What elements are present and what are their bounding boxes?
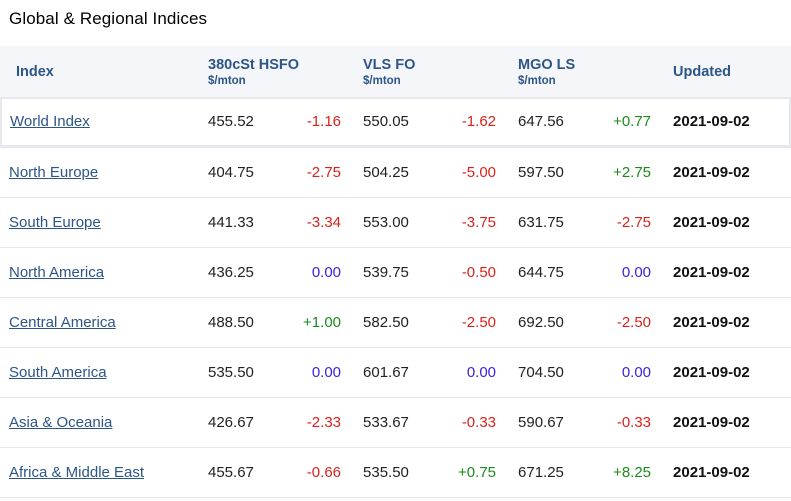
hsfo-change: -2.33 — [306, 413, 342, 431]
index-name-cell: Central America — [0, 297, 208, 347]
table-row: Asia & Oceania 426.67 -2.33 533.67 -0.33 590.… — [0, 397, 791, 447]
table-row: North America 436.25 0.00 539.75 -0.50 644.75… — [0, 247, 791, 297]
updated-date: 2021-09-02 — [673, 313, 750, 331]
index-link[interactable]: World Index — [10, 113, 90, 131]
vlsfo-price: 553.00 — [363, 213, 409, 231]
hsfo-change: -1.16 — [306, 113, 342, 131]
hsfo-price: 488.50 — [208, 313, 254, 331]
table-row: World Index 455.52 -1.16 550.05 -1.62 647.56 +… — [0, 97, 791, 147]
updated-date: 2021-09-02 — [673, 263, 750, 281]
vlsfo-price: 504.25 — [363, 163, 409, 181]
vlsfo-price: 539.75 — [363, 263, 409, 281]
vlsfo-change: +0.75 — [458, 463, 497, 481]
hsfo-change: +1.00 — [303, 313, 342, 331]
table-row: South America 535.50 0.00 601.67 0.00 704.50 0… — [0, 347, 791, 397]
index-name-cell: South Europe — [0, 197, 208, 247]
index-name-cell: North America — [0, 247, 208, 297]
index-link[interactable]: Asia & Oceania — [9, 413, 113, 431]
hsfo-change: -3.34 — [306, 213, 342, 231]
index-link[interactable]: North Europe — [9, 163, 99, 181]
mgo-change: +0.77 — [613, 113, 652, 131]
hsfo-change: -0.66 — [306, 463, 342, 481]
hsfo-change: 0.00 — [311, 263, 342, 281]
mgo-price: 590.67 — [518, 413, 564, 431]
mgo-price: 692.50 — [518, 313, 564, 331]
updated-date: 2021-09-02 — [673, 363, 750, 381]
page-title: Global & Regional Indices — [9, 9, 208, 28]
vlsfo-price: 582.50 — [363, 313, 409, 331]
mgo-change: 0.00 — [621, 363, 652, 381]
mgo-change: 0.00 — [621, 263, 652, 281]
index-name-cell: Africa & Middle East — [0, 447, 208, 497]
hsfo-price: 441.33 — [208, 213, 254, 231]
indices-table: Index 380cSt HSFO $/mton VLS FO $/mton M… — [0, 46, 791, 498]
index-link[interactable]: Central America — [9, 313, 116, 331]
col-header-index: Index — [16, 63, 54, 80]
mgo-price: 597.50 — [518, 163, 564, 181]
mgo-change: -2.75 — [616, 213, 652, 231]
updated-date: 2021-09-02 — [673, 413, 750, 431]
mgo-price: 644.75 — [518, 263, 564, 281]
hsfo-price: 455.67 — [208, 463, 254, 481]
hsfo-change: -2.75 — [306, 163, 342, 181]
hsfo-price: 436.25 — [208, 263, 254, 281]
hsfo-change: 0.00 — [311, 363, 342, 381]
table-row: North Europe 404.75 -2.75 504.25 -5.00 597.50… — [0, 147, 791, 197]
index-link[interactable]: Africa & Middle East — [9, 463, 145, 481]
updated-date: 2021-09-02 — [673, 163, 750, 181]
hsfo-price: 535.50 — [208, 363, 254, 381]
col-header-updated: Updated — [673, 63, 732, 80]
vlsfo-price: 535.50 — [363, 463, 409, 481]
mgo-price: 631.75 — [518, 213, 564, 231]
mgo-price: 671.25 — [518, 463, 564, 481]
vlsfo-change: -3.75 — [461, 213, 497, 231]
table-row: Central America 488.50 +1.00 582.50 -2.50 692… — [0, 297, 791, 347]
vlsfo-change: 0.00 — [466, 363, 497, 381]
table-row: South Europe 441.33 -3.34 553.00 -3.75 631.75… — [0, 197, 791, 247]
vlsfo-change: -2.50 — [461, 313, 497, 331]
vlsfo-change: -0.33 — [461, 413, 497, 431]
updated-date: 2021-09-02 — [673, 113, 750, 131]
index-link[interactable]: North America — [9, 263, 105, 281]
mgo-price: 647.56 — [518, 113, 564, 131]
updated-date: 2021-09-02 — [673, 463, 750, 481]
updated-date: 2021-09-02 — [673, 213, 750, 231]
vlsfo-change: -0.50 — [461, 263, 497, 281]
mgo-change: +2.75 — [613, 163, 652, 181]
index-name-cell: South America — [0, 347, 208, 397]
hsfo-price: 404.75 — [208, 163, 254, 181]
col-header-mgo: MGO LS $/mton — [518, 56, 576, 87]
mgo-price: 704.50 — [518, 363, 564, 381]
hsfo-price: 426.67 — [208, 413, 254, 431]
table-row: Africa & Middle East 455.67 -0.66 535.50 +0.… — [0, 447, 791, 497]
table-header-row: Index 380cSt HSFO $/mton VLS FO $/mton M… — [0, 46, 791, 97]
mgo-change: +8.25 — [613, 463, 652, 481]
vlsfo-change: -5.00 — [461, 163, 497, 181]
index-name-cell: North Europe — [0, 147, 208, 197]
vlsfo-price: 550.05 — [363, 113, 409, 131]
col-header-hsfo: 380cSt HSFO $/mton — [208, 56, 300, 87]
index-link[interactable]: South America — [9, 363, 107, 381]
vlsfo-price: 533.67 — [363, 413, 409, 431]
vlsfo-price: 601.67 — [363, 363, 409, 381]
vlsfo-change: -1.62 — [461, 113, 497, 131]
index-name-cell: Asia & Oceania — [0, 397, 208, 447]
col-header-vlsfo: VLS FO $/mton — [363, 56, 416, 87]
mgo-change: -2.50 — [616, 313, 652, 331]
mgo-change: -0.33 — [616, 413, 652, 431]
hsfo-price: 455.52 — [208, 113, 254, 131]
index-link[interactable]: South Europe — [9, 213, 101, 231]
index-name-cell: World Index — [0, 97, 208, 147]
